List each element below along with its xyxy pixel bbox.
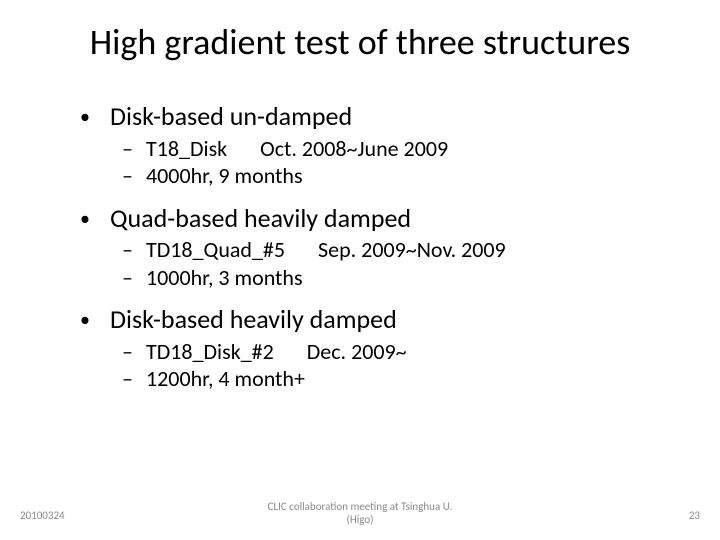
section-heading: Disk-based heavily damped <box>110 303 397 336</box>
footer-center-line2: (Higo) <box>347 513 374 526</box>
sub-item: – TD18_Quad_#5 Sep. 2009~Nov. 2009 <box>122 236 660 264</box>
sub-item: – 1200hr, 4 month+ <box>122 365 660 393</box>
sub-item: – T18_Disk Oct. 2008~June 2009 <box>122 135 660 163</box>
sub-item-text: 1000hr, 3 months <box>146 264 303 292</box>
sub-list: – TD18_Disk_#2 Dec. 2009~ – 1200hr, 4 mo… <box>80 338 660 393</box>
section-heading-row: • Disk-based heavily damped <box>80 303 660 336</box>
sub-item-text: 4000hr, 9 months <box>146 162 303 190</box>
sub-item: – TD18_Disk_#2 Dec. 2009~ <box>122 338 660 366</box>
bullet-icon: • <box>80 207 110 232</box>
footer-center-line1: CLIC collaboration meeting at Tsinghua U… <box>268 500 453 513</box>
sub-list: – TD18_Quad_#5 Sep. 2009~Nov. 2009 – 100… <box>80 236 660 291</box>
section-heading: Disk-based un-damped <box>110 100 352 133</box>
slide-title: High gradient test of three structures <box>0 20 720 64</box>
bullet-icon: • <box>80 105 110 130</box>
section-heading-row: • Disk-based un-damped <box>80 100 660 133</box>
sub-item-text: T18_Disk Oct. 2008~June 2009 <box>146 135 448 163</box>
dash-icon: – <box>122 135 146 163</box>
section-2: • Quad-based heavily damped – TD18_Quad_… <box>80 202 660 292</box>
bullet-list: • Disk-based un-damped – T18_Disk Oct. 2… <box>80 100 660 393</box>
sub-item-text: TD18_Quad_#5 Sep. 2009~Nov. 2009 <box>146 236 506 264</box>
footer-page-number: 23 <box>689 509 700 522</box>
section-heading-row: • Quad-based heavily damped <box>80 202 660 235</box>
slide: High gradient test of three structures •… <box>0 0 720 540</box>
section-1: • Disk-based un-damped – T18_Disk Oct. 2… <box>80 100 660 190</box>
sub-item-text: TD18_Disk_#2 Dec. 2009~ <box>146 338 407 366</box>
sub-list: – T18_Disk Oct. 2008~June 2009 – 4000hr,… <box>80 135 660 190</box>
section-heading: Quad-based heavily damped <box>110 202 411 235</box>
footer-center: CLIC collaboration meeting at Tsinghua U… <box>0 500 720 526</box>
dash-icon: – <box>122 365 146 393</box>
dash-icon: – <box>122 236 146 264</box>
sub-item: – 1000hr, 3 months <box>122 264 660 292</box>
bullet-icon: • <box>80 308 110 333</box>
dash-icon: – <box>122 162 146 190</box>
sub-item-text: 1200hr, 4 month+ <box>146 365 305 393</box>
dash-icon: – <box>122 264 146 292</box>
section-3: • Disk-based heavily damped – TD18_Disk_… <box>80 303 660 393</box>
dash-icon: – <box>122 338 146 366</box>
sub-item: – 4000hr, 9 months <box>122 162 660 190</box>
slide-content: • Disk-based un-damped – T18_Disk Oct. 2… <box>80 100 660 405</box>
